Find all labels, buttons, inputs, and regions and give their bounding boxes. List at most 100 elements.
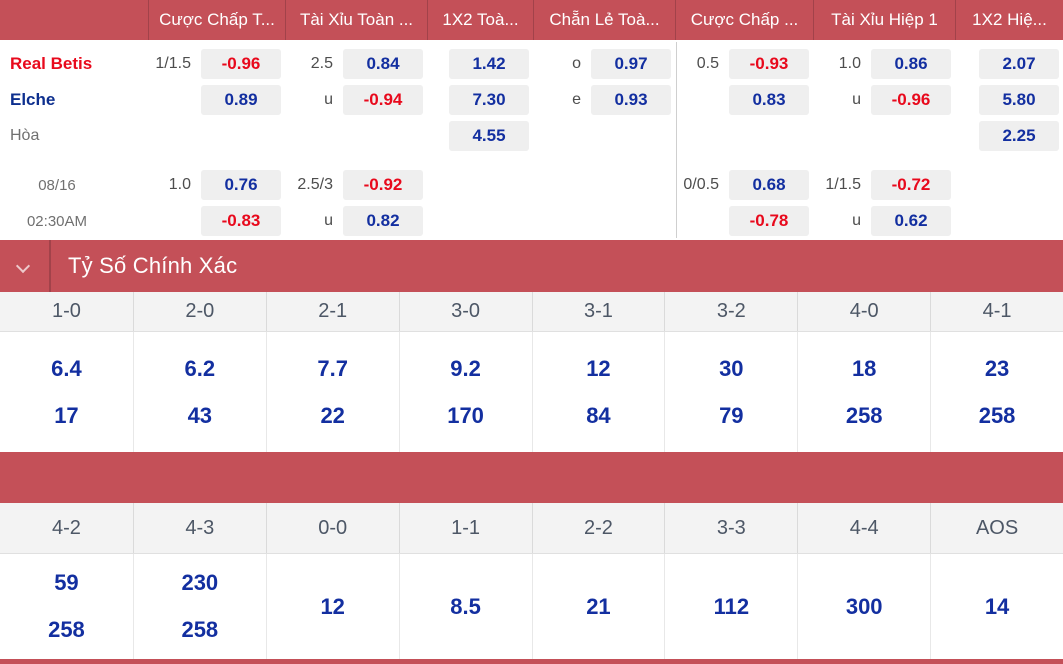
total-line-label: 1.0	[838, 55, 861, 72]
score-odds-value[interactable]: 8.5	[450, 593, 481, 619]
odds-row-line2-over: 08/16 1.0 0.76 2.5/3 -0.92 0/0.5 0.68 1/…	[0, 167, 1063, 203]
score-odds-value[interactable]: 79	[719, 402, 744, 428]
score-odds-cell[interactable]: 30 79	[664, 332, 797, 452]
total-line-label: 1/1.5	[825, 176, 861, 193]
odds-button[interactable]: -0.78	[729, 206, 809, 236]
even-label: e	[572, 91, 581, 108]
score-odds-value[interactable]: 230	[181, 570, 219, 595]
odds-button[interactable]: 0.62	[871, 206, 951, 236]
odds-header-1x2-ft: 1X2 Toà...	[427, 0, 533, 40]
score-odds-cell[interactable]: 59 258	[0, 554, 133, 659]
score-odds-value[interactable]: 258	[978, 402, 1016, 428]
odds-button[interactable]: 7.30	[449, 85, 529, 115]
odds-cell-empty	[533, 203, 675, 239]
score-odds-value[interactable]: 12	[320, 593, 345, 619]
score-label: 2-1	[265, 292, 399, 331]
odds-button[interactable]: 0.76	[201, 170, 281, 200]
odds-cell: 2.07	[955, 46, 1063, 82]
score-odds-value[interactable]: 14	[984, 593, 1010, 619]
odds-button[interactable]: 4.55	[449, 121, 529, 151]
score-odds-value[interactable]: 170	[447, 402, 484, 428]
score-label: 3-0	[398, 292, 532, 331]
odds-button[interactable]: 0.83	[729, 85, 809, 115]
score-odds-cell[interactable]: 23 258	[930, 332, 1063, 452]
score-odds-value[interactable]: 12	[586, 355, 611, 381]
chevron-down-icon[interactable]	[15, 258, 31, 274]
score-odds-value[interactable]: 9.2	[450, 355, 481, 381]
score-odds-cell[interactable]: 230 258	[132, 554, 266, 659]
odds-button[interactable]: 0.84	[343, 49, 423, 79]
score-odds-cell[interactable]: 300	[797, 554, 930, 659]
score-label: 4-0	[797, 292, 930, 331]
score-odds-cell[interactable]: 21	[531, 554, 665, 659]
score-odds-value[interactable]: 258	[48, 617, 85, 642]
odds-button[interactable]: 5.80	[979, 85, 1059, 115]
odds-cell-empty	[427, 167, 533, 203]
score-label: 4-4	[797, 503, 930, 553]
odds-button[interactable]: -0.72	[871, 170, 951, 200]
odds-button[interactable]: 1.42	[449, 49, 529, 79]
odds-button[interactable]: 2.25	[979, 121, 1059, 151]
odds-cell-empty	[533, 118, 675, 154]
score-odds-cell[interactable]: 12 84	[531, 332, 665, 452]
score-odds-row-1: 6.4 17 6.2 43 7.7 22 9.2 170 12 84 30 79…	[0, 332, 1063, 452]
score-odds-cell[interactable]: 6.4 17	[0, 332, 133, 452]
score-odds-value[interactable]: 6.2	[184, 355, 216, 381]
odds-button[interactable]: 0.82	[343, 206, 423, 236]
score-odds-value[interactable]: 21	[586, 593, 611, 619]
odds-row-draw: Hòa 4.55 2.25	[0, 118, 1063, 154]
banner-divider	[49, 240, 51, 292]
score-odds-value[interactable]: 6.4	[51, 355, 82, 381]
odds-button[interactable]: -0.96	[871, 85, 951, 115]
score-odds-value[interactable]: 17	[54, 402, 79, 428]
odds-button[interactable]: 0.86	[871, 49, 951, 79]
score-odds-value[interactable]: 43	[187, 402, 213, 428]
score-odds-value[interactable]: 84	[586, 402, 611, 428]
odds-button[interactable]: 2.07	[979, 49, 1059, 79]
score-odds-cell[interactable]: 18 258	[797, 332, 930, 452]
score-odds-cell[interactable]: 8.5	[398, 554, 532, 659]
odds-button[interactable]: 0.97	[591, 49, 671, 79]
score-odds-value[interactable]: 18	[851, 355, 877, 381]
odds-cell: -0.78	[675, 203, 813, 239]
correct-score-title: Tỷ Số Chính Xác	[68, 253, 238, 278]
under-label: u	[324, 91, 333, 108]
score-odds-cell[interactable]: 7.7 22	[265, 332, 399, 452]
odds-cell: 1/1.5 -0.96	[148, 46, 285, 82]
odds-row-home: Real Betis 1/1.5 -0.96 2.5 0.84 1.42 o 0…	[0, 46, 1063, 82]
correct-score-section-header[interactable]: Tỷ Số Chính Xác	[0, 240, 1063, 292]
score-odds-value[interactable]: 258	[181, 617, 219, 642]
score-odds-cell[interactable]: 6.2 43	[132, 332, 266, 452]
score-odds-value[interactable]: 7.7	[317, 355, 348, 381]
score-odds-value[interactable]: 300	[845, 593, 883, 619]
score-label: 1-0	[51, 300, 81, 322]
odds-button[interactable]: -0.93	[729, 49, 809, 79]
score-header-row-1: 1-0 2-0 2-1 3-0 3-1 3-2 4-0 4-1	[0, 292, 1063, 332]
score-odds-cell[interactable]: 9.2 170	[398, 332, 532, 452]
odds-button[interactable]: -0.94	[343, 85, 423, 115]
odds-button[interactable]: -0.92	[343, 170, 423, 200]
score-label: 2-0	[132, 292, 266, 331]
under-label: u	[324, 212, 333, 229]
odds-cell-empty	[813, 118, 955, 154]
score-odds-value[interactable]: 23	[984, 355, 1010, 381]
odds-button[interactable]: 0.68	[729, 170, 809, 200]
draw-label: Hòa	[10, 127, 40, 144]
odds-row-away: Elche 0.89 u -0.94 7.30 e 0.93 0.83	[0, 82, 1063, 118]
score-odds-value[interactable]: 22	[320, 402, 345, 428]
score-odds-value[interactable]: 59	[54, 570, 79, 595]
score-odds-value[interactable]: 258	[845, 402, 883, 428]
score-odds-value[interactable]: 112	[713, 593, 750, 619]
score-odds-cell[interactable]: 12	[265, 554, 399, 659]
odds-button[interactable]: 0.89	[201, 85, 281, 115]
odds-cell-empty	[955, 167, 1063, 203]
odds-cell-empty	[675, 118, 813, 154]
score-odds-value[interactable]: 30	[719, 355, 744, 381]
score-odds-cell[interactable]: 14	[930, 554, 1063, 659]
odds-button[interactable]: -0.83	[201, 206, 281, 236]
odds-button[interactable]: -0.96	[201, 49, 281, 79]
odds-button[interactable]: 0.93	[591, 85, 671, 115]
score-odds-cell[interactable]: 112	[664, 554, 797, 659]
bottom-band	[0, 659, 1063, 664]
odds-cell-empty	[285, 118, 427, 154]
